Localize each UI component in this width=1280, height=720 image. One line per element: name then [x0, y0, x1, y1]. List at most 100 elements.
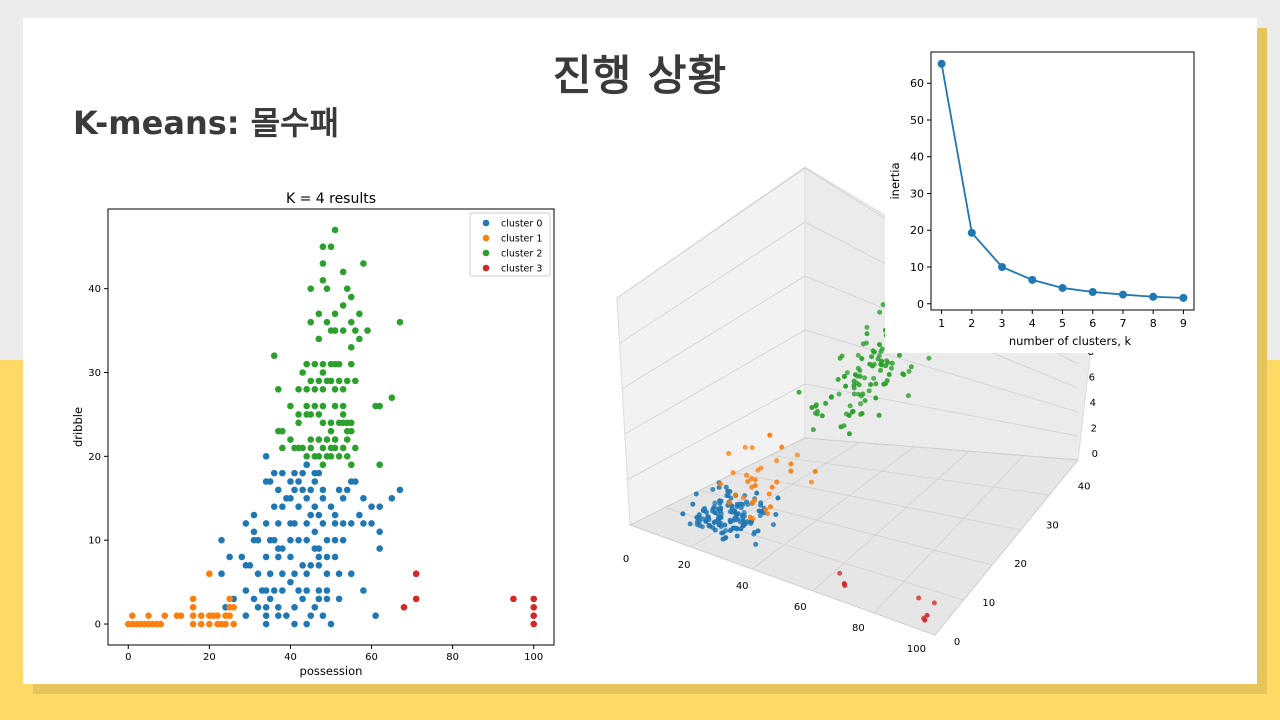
cluster-2-point	[315, 377, 323, 385]
cluster-0-point	[360, 520, 367, 527]
cluster-2-3d-point	[868, 382, 874, 388]
cluster-2-3d-point	[896, 352, 902, 358]
cluster-0-point	[287, 494, 294, 502]
cluster-0-3d-point	[697, 523, 703, 529]
cluster-1-point	[189, 595, 197, 603]
cluster-0-point	[287, 578, 294, 586]
cluster-0-point	[295, 478, 302, 485]
cluster-0-point	[266, 595, 274, 603]
scatter-title: K = 4 results	[286, 191, 376, 207]
cluster-0-point	[319, 486, 327, 494]
legend-label: cluster 0	[501, 219, 542, 230]
cluster-0-point	[266, 570, 274, 578]
cluster-1-point	[226, 595, 233, 603]
cluster-0-point	[331, 553, 339, 561]
cluster-3-point	[412, 595, 420, 603]
cluster-2-point	[343, 453, 351, 460]
cluster-0-3d-point	[754, 490, 760, 496]
elbow-plot-area	[930, 51, 1195, 311]
cluster-2-point	[339, 402, 347, 410]
cluster-0-point	[287, 553, 294, 561]
cluster-2-3d-point	[841, 373, 847, 379]
y-tick-label: 20	[910, 224, 924, 237]
cluster-3-point	[530, 603, 538, 611]
cluster-2-point	[356, 335, 363, 343]
cluster-2-3d-point	[810, 427, 816, 433]
cluster-0-point	[307, 612, 315, 619]
cluster-0-point	[303, 536, 310, 544]
cluster-0-3d-point	[719, 530, 725, 536]
cluster-2-point	[307, 285, 315, 292]
cluster-0-point	[279, 570, 286, 578]
cluster-0-3d-point	[705, 514, 711, 520]
cluster-1-3d-point	[812, 468, 818, 474]
cluster-1-3d-point	[788, 461, 794, 467]
cluster-2-3d-point	[866, 388, 872, 394]
cluster-0-3d-point	[702, 505, 708, 511]
cluster-0-point	[347, 520, 355, 527]
cluster-2-point	[311, 402, 319, 410]
cluster-0-point	[242, 612, 250, 619]
y-tick-label: 0	[95, 620, 101, 631]
cluster-0-point	[291, 620, 298, 628]
cluster-2-point	[396, 318, 404, 326]
cluster-3-3d-point	[837, 570, 843, 576]
cluster-0-3d-point	[693, 491, 699, 497]
cluster-0-3d-point	[712, 500, 718, 506]
elbow-point	[1088, 287, 1097, 296]
cluster-0-point	[218, 536, 225, 544]
cluster-0-3d-point	[690, 501, 696, 507]
cluster-0-point	[360, 587, 367, 594]
cluster-1-point	[230, 603, 237, 611]
cluster-1-3d-point	[749, 484, 755, 490]
cluster-1-3d-point	[744, 472, 750, 478]
cluster-2-3d-point	[889, 360, 895, 366]
cluster-2-point	[335, 377, 343, 385]
cluster-2-3d-point	[864, 331, 870, 337]
cluster-0-point	[315, 545, 323, 552]
cluster-0-point	[372, 612, 379, 619]
cluster-2-point	[323, 318, 331, 326]
cluster-1-point	[189, 612, 197, 619]
cluster-0-3d-point	[687, 521, 693, 527]
cluster-0-point	[254, 570, 262, 578]
cluster-2-point	[307, 444, 315, 452]
cluster-2-point	[347, 318, 355, 326]
cluster-0-point	[331, 536, 339, 544]
cluster-0-point	[315, 469, 323, 477]
y3d-tick-label: 20	[1014, 559, 1027, 570]
cluster-0-3d-point	[723, 535, 729, 541]
y-tick-label: 50	[910, 114, 924, 127]
x-tick-label: 100	[524, 652, 543, 663]
cluster-0-point	[279, 545, 286, 552]
cluster-1-3d-point	[767, 504, 773, 510]
cluster-0-point	[303, 570, 310, 578]
cluster-2-point	[319, 444, 327, 452]
cluster-0-point	[295, 503, 302, 510]
cluster-0-3d-point	[738, 501, 744, 507]
cluster-0-point	[242, 587, 250, 594]
cluster-0-point	[356, 511, 363, 519]
cluster-2-point	[311, 360, 319, 368]
cluster-2-3d-point	[863, 340, 869, 346]
cluster-2-3d-point	[856, 382, 862, 388]
cluster-1-point	[226, 612, 233, 619]
cluster-2-point	[307, 318, 315, 326]
cluster-2-3d-point	[871, 361, 877, 367]
cluster-0-point	[270, 536, 278, 544]
cluster-0-point	[307, 486, 315, 494]
cluster-0-3d-point	[725, 492, 731, 498]
slide-subtitle: K-means: 몰수패	[73, 104, 340, 142]
cluster-2-point	[339, 385, 347, 393]
cluster-2-3d-point	[859, 411, 865, 417]
cluster-0-point	[291, 603, 298, 611]
cluster-2-point	[270, 352, 278, 360]
cluster-0-3d-point	[723, 528, 729, 534]
cluster-2-point	[315, 436, 323, 443]
cluster-0-3d-point	[775, 495, 781, 501]
cluster-0-point	[323, 553, 331, 561]
scatter-ylabel: dribble	[71, 407, 85, 447]
cluster-2-point	[347, 344, 355, 351]
z3d-tick-label: 6	[1089, 373, 1095, 384]
cluster-3-3d-point	[841, 581, 847, 587]
